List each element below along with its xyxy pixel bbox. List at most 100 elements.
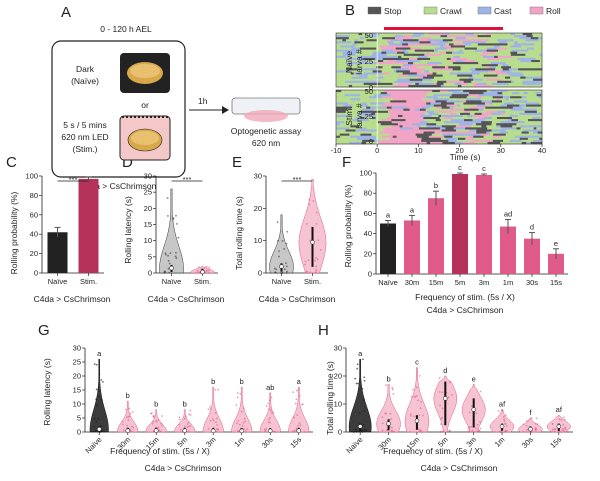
ethogram-segment [396,60,407,63]
ethogram-segment [511,49,529,52]
ethogram-segment [360,117,365,120]
ethogram-segment [525,76,537,79]
ethogram-segment [402,49,407,52]
ethogram-segment [395,62,409,65]
ethogram-segment [465,33,475,36]
ethogram-segment [427,74,443,77]
ethogram-segment [345,129,356,132]
ethogram-segment [376,66,383,69]
ethogram-segment [464,62,479,65]
ethogram-segment [498,76,506,79]
ethogram-segment [518,114,536,118]
ethogram-segment [336,114,351,118]
g-7-point [296,414,299,417]
ethogram-segment [387,90,401,93]
ethogram-segment [472,53,482,57]
ethogram-segment [504,137,513,141]
ethogram-segment [491,94,504,97]
ethogram-segment [393,41,401,44]
g-3-point [186,423,189,425]
ethogram-segment [375,41,389,44]
d-naive-point [177,236,180,239]
ethogram-segment [366,90,375,93]
ethogram-segment [379,37,383,40]
ethogram-segment [387,117,401,120]
ethogram-segment [406,60,421,63]
ethogram-segment [464,108,479,112]
g-6-point [268,399,271,402]
ethogram-segment [491,129,497,132]
h-2-point [421,431,424,433]
g-5-point [240,410,243,413]
ethogram-segment [452,51,464,55]
f-letter-0: a [386,210,391,219]
h-4-point [468,428,471,431]
ethogram-segment [507,51,511,55]
e-naive-point [285,265,288,268]
ethogram-segment [530,45,534,48]
ethogram-segment [433,76,446,79]
ethogram-segment [355,53,372,57]
ethogram-segment [360,104,369,107]
ethogram-segment [415,82,420,86]
ethogram-segment [493,76,499,79]
ethogram-segment [467,57,474,61]
g-0-point [93,363,96,366]
ethogram-segment [486,125,497,128]
ethogram-segment [461,84,474,88]
ethogram-segment [336,35,350,38]
ethogram-segment [375,100,391,103]
ethogram-segment [418,45,435,48]
ethogram-segment [361,102,368,105]
ethogram-segment [477,82,487,86]
ethogram-segment [439,127,446,130]
ethogram-segment [464,72,480,75]
g-1-point [122,429,125,432]
ethogram-segment [375,135,383,139]
h-3-point [438,391,441,393]
d-stim-point [205,272,207,274]
ethogram-segment [502,92,513,95]
ethogram-segment [500,78,514,82]
ethogram-segment [447,90,457,93]
ethogram-segment [495,66,502,69]
h-6-point [527,419,530,422]
y-tick-label: 20 [334,372,342,381]
h-3-point [438,377,441,379]
ethogram-segment [526,41,543,44]
y-tick-label: 10 [254,236,262,245]
g-6-point [274,431,277,433]
ethogram-segment [375,45,381,48]
ethogram-segment [362,139,375,143]
ethogram-segment [465,127,476,130]
ethogram-segment [536,141,542,145]
ethogram-segment [473,135,484,139]
ethogram-segment [396,70,411,73]
ethogram-segment [454,72,465,75]
b-xlabel: Time (s) [450,152,481,162]
ethogram-segment [468,76,474,79]
ethogram-segment [518,47,524,50]
ethogram-segment [456,112,461,116]
ethogram-segment [368,98,378,101]
ethogram-segment [472,119,486,122]
h-3-point [448,381,451,384]
ethogram-segment [522,129,540,132]
ethogram-segment [512,55,521,59]
x-tick-label: Naïve [48,277,68,286]
ethogram-segment [538,53,543,57]
y-tick-label: 0 [338,428,342,437]
ethogram-segment [344,43,353,46]
ethogram-segment [472,74,485,77]
ethogram-segment [415,141,427,145]
ethogram-segment [382,135,391,139]
ethogram-segment [347,92,364,95]
ethogram-segment [387,45,402,48]
ethogram-segment [347,121,362,124]
ethogram-segment [518,119,529,122]
g-6-point [267,402,270,405]
ethogram-segment [356,137,369,141]
h-1-point [385,412,387,415]
ethogram-segment [508,121,525,124]
ethogram-segment [540,135,543,139]
